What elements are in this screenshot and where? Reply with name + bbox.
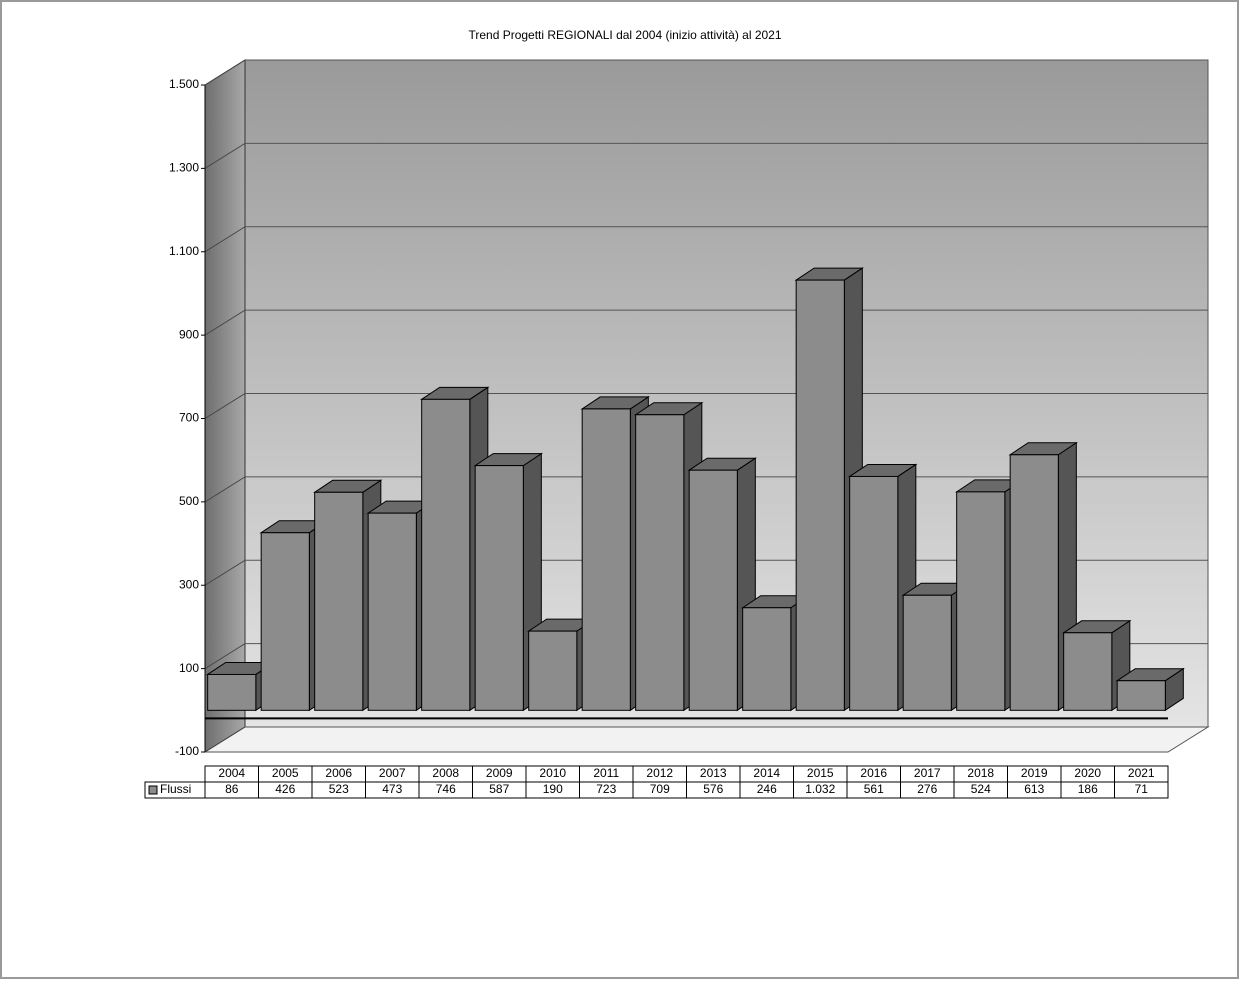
grid-line bbox=[204, 559, 246, 586]
x-tick-label: 2019 bbox=[1021, 766, 1048, 780]
x-tick-label: 2012 bbox=[646, 766, 673, 780]
y-tick-label: -100 bbox=[175, 744, 199, 758]
bar bbox=[260, 532, 310, 711]
x-tick-label: 2014 bbox=[753, 766, 780, 780]
grid-line bbox=[204, 643, 246, 670]
y-tick-label: 1.100 bbox=[169, 244, 199, 258]
table-value: 576 bbox=[703, 782, 723, 796]
table-cell bbox=[1114, 781, 1169, 799]
table-value: 426 bbox=[275, 782, 295, 796]
floor bbox=[203, 726, 1210, 753]
bar bbox=[314, 491, 364, 711]
grid-line bbox=[204, 309, 246, 336]
grid-line bbox=[204, 226, 246, 253]
bar bbox=[1116, 680, 1166, 711]
grid-line bbox=[204, 142, 246, 169]
x-tick-label: 2006 bbox=[325, 766, 352, 780]
bar bbox=[1009, 454, 1059, 711]
grid-line bbox=[204, 726, 246, 753]
bar bbox=[421, 398, 471, 711]
y-tick-label: 100 bbox=[179, 661, 199, 675]
x-tick-label: 2004 bbox=[218, 766, 245, 780]
table-value: 587 bbox=[489, 782, 509, 796]
table-value: 246 bbox=[757, 782, 777, 796]
table-value: 709 bbox=[650, 782, 670, 796]
bar bbox=[1063, 632, 1113, 711]
table-value: 71 bbox=[1135, 782, 1149, 796]
x-tick-label: 2011 bbox=[593, 766, 619, 780]
bar bbox=[207, 673, 257, 711]
table-value: 723 bbox=[596, 782, 616, 796]
x-tick-label: 2018 bbox=[967, 766, 994, 780]
x-tick-label: 2009 bbox=[486, 766, 513, 780]
table-value: 473 bbox=[382, 782, 402, 796]
bar bbox=[688, 469, 738, 711]
x-tick-label: 2005 bbox=[272, 766, 299, 780]
x-tick-label: 2007 bbox=[379, 766, 406, 780]
table-value: 276 bbox=[917, 782, 937, 796]
x-tick-label: 2017 bbox=[914, 766, 941, 780]
x-tick-label: 2008 bbox=[432, 766, 459, 780]
bar bbox=[849, 475, 899, 711]
table-value: 524 bbox=[971, 782, 991, 796]
y-tick-label: 300 bbox=[179, 577, 199, 591]
table-value: 523 bbox=[329, 782, 349, 796]
grid-line bbox=[204, 476, 246, 503]
grid-line bbox=[204, 393, 246, 419]
x-tick-label: 2015 bbox=[807, 766, 834, 780]
x-tick-label: 2016 bbox=[860, 766, 887, 780]
y-tick-label: 1.300 bbox=[169, 161, 199, 175]
bar bbox=[474, 465, 524, 711]
table-value: 746 bbox=[436, 782, 456, 796]
bar bbox=[581, 408, 631, 711]
y-tick-label: 700 bbox=[179, 411, 199, 425]
x-tick-label: 2013 bbox=[700, 766, 727, 780]
bar bbox=[902, 594, 952, 711]
table-value: 86 bbox=[225, 782, 239, 796]
y-tick-label: 500 bbox=[179, 494, 199, 508]
bar bbox=[635, 414, 685, 711]
y-tick-label: 900 bbox=[179, 327, 199, 341]
bar bbox=[742, 607, 792, 711]
table-value: 1.032 bbox=[805, 782, 835, 796]
grid-line bbox=[204, 59, 246, 86]
x-tick-label: 2021 bbox=[1128, 766, 1155, 780]
legend-label: Flussi bbox=[160, 782, 191, 796]
bar bbox=[367, 512, 417, 711]
x-tick-label: 2020 bbox=[1074, 766, 1101, 780]
chart-title: Trend Progetti REGIONALI dal 2004 (inizi… bbox=[468, 28, 781, 42]
table-value: 613 bbox=[1024, 782, 1044, 796]
table-value: 186 bbox=[1078, 782, 1098, 796]
x-tick-label: 2010 bbox=[539, 766, 566, 780]
bar bbox=[956, 491, 1006, 711]
legend-key bbox=[148, 785, 158, 795]
bar bbox=[795, 279, 845, 711]
bar bbox=[528, 630, 578, 711]
table-value: 190 bbox=[543, 782, 563, 796]
y-tick-label: 1.500 bbox=[169, 77, 199, 91]
table-value: 561 bbox=[864, 782, 884, 796]
